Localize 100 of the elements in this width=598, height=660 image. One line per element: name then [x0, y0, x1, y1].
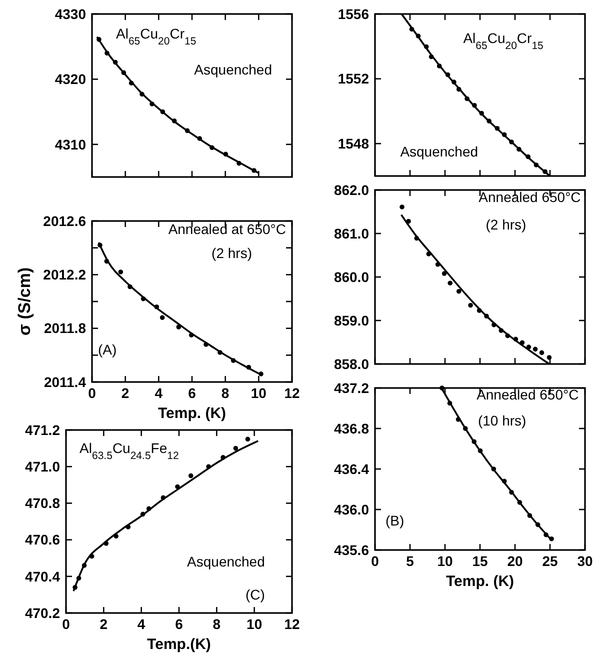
point — [252, 168, 256, 173]
point — [121, 70, 126, 76]
point — [82, 563, 87, 568]
annotation: Annealed 650°C — [476, 386, 579, 402]
point — [104, 258, 110, 264]
point — [118, 270, 124, 274]
point — [462, 426, 468, 431]
point — [464, 96, 470, 102]
point — [416, 34, 421, 38]
point — [447, 400, 452, 406]
y-tick-label: 859.0 — [334, 312, 370, 328]
point — [492, 322, 496, 328]
x-tick-label: 6 — [175, 616, 184, 632]
point — [476, 308, 482, 313]
point — [114, 534, 118, 539]
x-tick-label: 25 — [542, 553, 558, 569]
point — [486, 118, 492, 124]
point — [230, 358, 236, 363]
point — [532, 346, 538, 352]
x-tick-label: 12 — [284, 616, 300, 632]
x-axis-title: Temp. (K) — [446, 573, 514, 590]
point — [436, 64, 442, 68]
x-tick-label: 0 — [88, 385, 96, 401]
point — [112, 60, 118, 65]
y-tick-label: 471.0 — [24, 458, 60, 474]
point — [456, 86, 462, 92]
x-tick-label: 0 — [62, 616, 70, 632]
x-tick-label: 0 — [371, 553, 380, 569]
point — [245, 436, 250, 442]
point — [140, 92, 144, 97]
point — [236, 160, 242, 166]
point — [494, 126, 500, 131]
point — [188, 473, 194, 478]
x-tick-label: 8 — [221, 385, 230, 401]
point — [505, 333, 510, 338]
x-tick-label: 20 — [507, 553, 523, 569]
point — [424, 44, 429, 50]
y-tick-label: 470.4 — [24, 568, 60, 584]
point — [428, 54, 434, 60]
point — [509, 490, 514, 495]
y-tick-label: 470.6 — [24, 532, 60, 548]
point — [479, 110, 484, 116]
point — [223, 152, 228, 157]
point — [128, 284, 132, 290]
y-axis-title: σ (S/cm) — [15, 267, 34, 336]
point — [546, 355, 552, 360]
point — [502, 132, 507, 138]
point — [414, 236, 420, 241]
point — [218, 350, 222, 355]
point — [484, 314, 489, 319]
annotation: Al$_{65}$Cu$_{20}$Cr$_{15}$ — [116, 25, 196, 48]
point — [442, 271, 447, 276]
point — [534, 162, 539, 168]
point — [197, 136, 202, 141]
point — [204, 342, 208, 347]
y-tick-label: 860.0 — [334, 268, 370, 285]
point — [426, 252, 432, 256]
annotation: (2 hrs) — [212, 245, 252, 262]
point — [456, 416, 461, 422]
y-tick-label: 4310 — [54, 136, 86, 152]
annotation: (10 hrs) — [478, 412, 526, 428]
y-tick-label: 437.2 — [334, 380, 370, 396]
x-tick-label: 2 — [100, 616, 108, 632]
y-tick-label: 4320 — [54, 71, 86, 88]
point — [527, 513, 532, 518]
y-tick-label: 2012.2 — [43, 266, 86, 283]
x-axis-title: Temp.(K) — [147, 636, 211, 653]
y-tick-label: 1552 — [338, 70, 370, 87]
point — [104, 50, 110, 56]
point — [535, 522, 540, 528]
annotation: Al$_{63.5}$Cu$_{24.5}$Fe$_{12}$ — [80, 440, 179, 462]
y-tick-label: 470.8 — [24, 495, 60, 512]
y-tick-label: 2011.8 — [44, 320, 86, 336]
x-tick-label: 6 — [188, 385, 196, 401]
point — [549, 536, 554, 542]
point — [509, 140, 514, 144]
y-tick-label: 4330 — [54, 6, 86, 22]
y-tick-label: 436.0 — [334, 501, 370, 518]
point — [478, 448, 483, 454]
point — [435, 262, 440, 267]
point — [468, 302, 473, 308]
point — [400, 204, 404, 210]
y-tick-label: 435.6 — [334, 542, 370, 558]
point — [409, 26, 414, 32]
point — [517, 500, 522, 505]
x-tick-label: 4 — [154, 385, 163, 401]
point — [513, 336, 518, 342]
point — [542, 169, 548, 174]
point — [160, 495, 166, 500]
point — [140, 512, 146, 517]
point — [89, 554, 94, 559]
annotation: Asquenched — [400, 144, 478, 160]
y-tick-label: 1548 — [338, 136, 370, 152]
point — [98, 242, 102, 248]
point — [160, 315, 165, 320]
x-tick-label: 8 — [212, 616, 221, 632]
annotation: (2 hrs) — [486, 216, 526, 233]
y-tick-label: 2012.6 — [43, 212, 86, 229]
point — [154, 304, 160, 310]
y-tick-label: 2011.4 — [44, 374, 86, 390]
